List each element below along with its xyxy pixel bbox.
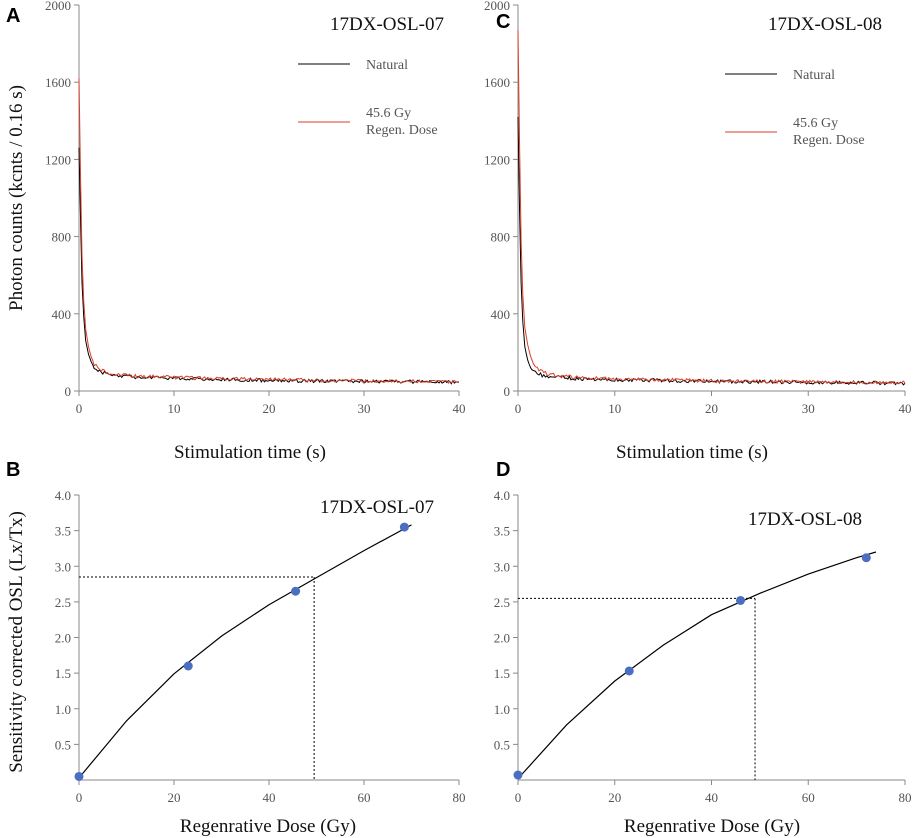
panel-d-y-tick-label: 3.0 <box>494 559 510 574</box>
panel-d-letter: D <box>496 459 510 481</box>
panel-d-x-tick-label: 60 <box>802 790 815 805</box>
panel-a-y-tick-label: 0 <box>65 384 72 399</box>
panel-d-y-tick-label: 0.5 <box>494 737 510 752</box>
panel-b-x-tick-label: 80 <box>453 790 466 805</box>
panel-d-y-tick-label: 2.0 <box>494 631 510 646</box>
panel-b-x-tick-label: 20 <box>168 790 181 805</box>
panel-b: 0 20 40 60 80 0.5 1.0 1.5 2.0 2.5 3.0 3.5 4.0 B 17DX-O… <box>6 459 466 837</box>
panel-d-data-point <box>861 553 871 563</box>
panel-b-data-point <box>74 771 84 781</box>
panel-b-data-point <box>291 586 301 596</box>
panel-b-y-tick-label: 1.5 <box>55 666 71 681</box>
panel-c-x-tick-label: 10 <box>608 401 621 416</box>
panel-d-x-tick-label: 20 <box>608 790 621 805</box>
panel-a-legend-regen-line1: 45.6 Gy <box>366 106 411 121</box>
panel-c-legend-regen-line2: Regen. Dose <box>793 133 865 148</box>
panel-d-y-tick-label: 3.5 <box>494 524 510 539</box>
panel-b-letter: B <box>6 459 20 481</box>
panel-a-x-tick-label: 30 <box>358 401 371 416</box>
y-axis-label-top: Photon counts (kcnts / 0.16 s) <box>6 85 27 311</box>
panel-c-x-axis-label: Stimulation time (s) <box>616 442 768 463</box>
panel-c-x-tick-label: 30 <box>802 401 815 416</box>
panel-a-x-axis-label: Stimulation time (s) <box>174 442 326 463</box>
panel-d-y-tick-label: 4.0 <box>494 488 510 503</box>
y-axis-label-bottom: Sensitivity corrected OSL (Lx/Tx) <box>6 511 27 773</box>
panel-c-y-tick-label: 400 <box>491 307 511 322</box>
panel-a-y-tick-label: 400 <box>52 307 72 322</box>
panel-c-series-natural-line <box>517 116 906 386</box>
panel-a-y-tick-label: 2000 <box>45 0 71 13</box>
panel-d-data-point <box>624 666 634 676</box>
panel-d: 0 20 40 60 80 0.5 1.0 1.5 2.0 2.5 3.0 3.5 4.0 D 17DX-O… <box>494 459 912 837</box>
panel-b-x-axis-label: Regenrative Dose (Gy) <box>180 816 356 837</box>
panel-b-y-tick-label: 4.0 <box>55 488 71 503</box>
panel-a-x-tick-label: 10 <box>168 401 181 416</box>
panel-c-sample-name: 17DX-OSL-08 <box>768 14 882 35</box>
panel-c-x-tick-label: 20 <box>705 401 718 416</box>
panel-d-x-tick-label: 0 <box>515 790 522 805</box>
panel-b-y-tick-label: 1.0 <box>55 702 71 717</box>
panel-c-legend-regen-line1: 45.6 Gy <box>793 116 838 131</box>
panel-a-legend-natural-label: Natural <box>366 58 408 73</box>
panel-c-series-regen-line <box>517 30 906 385</box>
panel-b-y-tick-label: 2.0 <box>55 631 71 646</box>
panel-c-y-tick-label: 0 <box>504 384 511 399</box>
panel-c-y-tick-label: 1600 <box>484 75 510 90</box>
panel-b-y-tick-label: 2.5 <box>55 595 71 610</box>
panel-d-y-tick-label: 2.5 <box>494 595 510 610</box>
panel-a-series-natural-line <box>78 147 460 385</box>
panel-c-x-tick-label: 0 <box>515 401 522 416</box>
panel-b-y-tick-label: 0.5 <box>55 737 71 752</box>
panel-c-y-tick-label: 1200 <box>484 152 510 167</box>
panel-d-y-tick-label: 1.0 <box>494 702 510 717</box>
panel-b-y-tick-label: 3.0 <box>55 559 71 574</box>
panel-b-x-tick-label: 0 <box>76 790 83 805</box>
panel-a-x-tick-label: 40 <box>453 401 466 416</box>
panel-d-fit-curve <box>517 551 877 780</box>
panel-b-sample-name: 17DX-OSL-07 <box>320 497 434 518</box>
panel-c-letter: C <box>496 11 510 33</box>
panel-d-x-axis-label: Regenrative Dose (Gy) <box>624 816 800 837</box>
panel-a-x-tick-label: 0 <box>76 401 83 416</box>
panel-c-y-tick-label: 800 <box>491 230 511 245</box>
panel-c-legend-natural-label: Natural <box>793 68 835 83</box>
panel-a-legend-regen-label: 45.6 Gy Regen. Dose <box>366 106 438 138</box>
panel-d-x-tick-label: 40 <box>705 790 718 805</box>
panel-d-y-tick-label: 1.5 <box>494 666 510 681</box>
panel-d-sample-name: 17DX-OSL-08 <box>748 509 862 530</box>
panel-b-x-tick-label: 40 <box>263 790 276 805</box>
panel-a-y-tick-label: 1200 <box>45 152 71 167</box>
panel-c-x-tick-label: 40 <box>899 401 912 416</box>
panel-a-y-tick-label: 1600 <box>45 75 71 90</box>
panel-a-letter: A <box>6 5 20 27</box>
panel-a-x-tick-label: 20 <box>263 401 276 416</box>
panel-b-y-tick-label: 3.5 <box>55 524 71 539</box>
panel-a-series-regen-line <box>78 78 460 385</box>
panel-a-legend-regen-line2: Regen. Dose <box>366 123 438 138</box>
panel-d-data-point <box>736 595 746 605</box>
panel-d-x-tick-label: 80 <box>899 790 912 805</box>
panel-c-legend-regen-label: 45.6 Gy Regen. Dose <box>793 116 865 148</box>
panel-b-data-point <box>399 522 409 532</box>
panel-a-sample-name: 17DX-OSL-07 <box>330 14 444 35</box>
panel-b-fit-curve <box>78 524 412 779</box>
panel-c-y-tick-label: 2000 <box>484 0 510 13</box>
panel-d-data-point <box>513 770 523 780</box>
panel-b-data-point <box>183 661 193 671</box>
panel-b-x-tick-label: 60 <box>358 790 371 805</box>
panel-a-y-tick-label: 800 <box>52 230 72 245</box>
